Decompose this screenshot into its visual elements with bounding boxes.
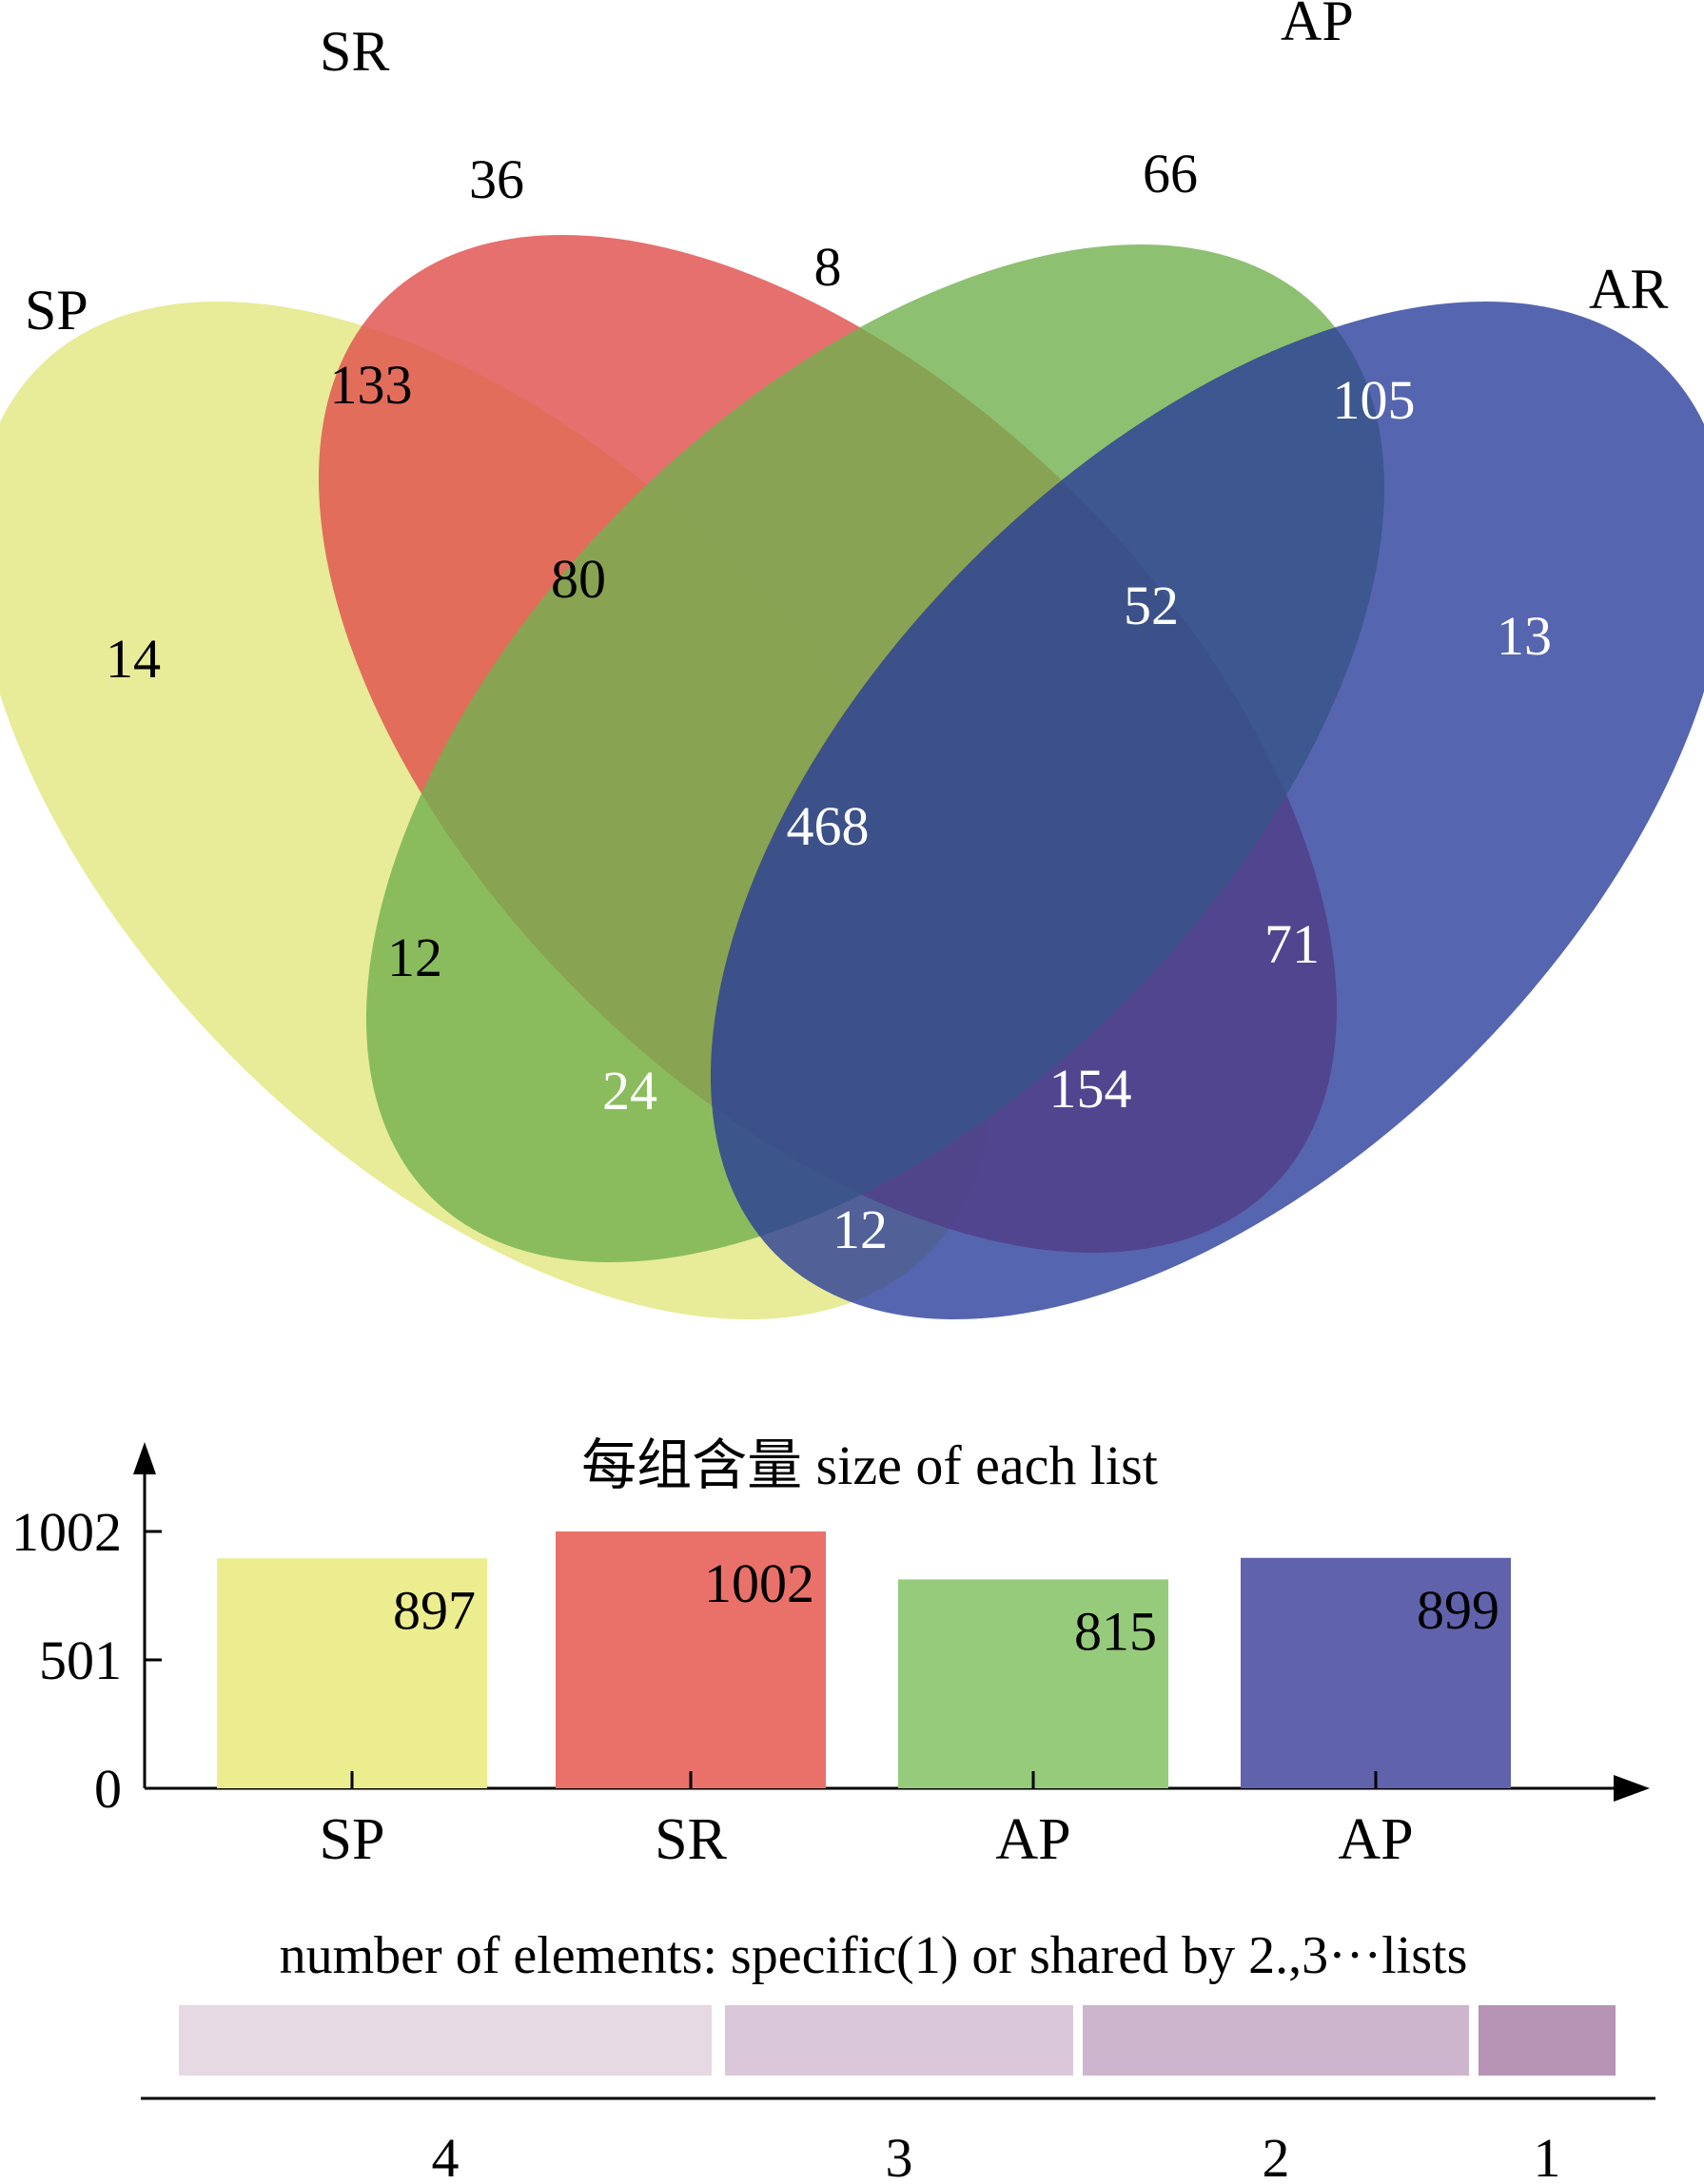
region-count-sr-ar: 71: [1264, 913, 1320, 975]
venn-label-sp: SP: [25, 279, 88, 341]
x-tick-label: SR: [655, 1807, 727, 1872]
y-tick-label: 501: [39, 1629, 122, 1691]
y-tick-label: 0: [94, 1758, 122, 1820]
region-count-ap-only: 66: [1143, 143, 1198, 205]
bar-chart: 每组含量 size of each list 0 501 1002 897 SP 100…: [11, 1434, 1650, 1872]
x-tick-label: AP: [1338, 1807, 1413, 1872]
legend-label-3: 3: [886, 2127, 913, 2179]
legend-label-4: 4: [432, 2127, 460, 2179]
bar-value-label: 1002: [704, 1552, 814, 1614]
venn-label-ap: AP: [1281, 0, 1354, 52]
venn-set-ar: [710, 301, 1704, 1320]
bar-value-label: 897: [393, 1579, 476, 1641]
legend-segment-2: [1083, 2005, 1469, 2076]
x-axis-arrow-icon: [1614, 1775, 1650, 1802]
legend-title: number of elements: specific(1) or share…: [280, 1926, 1468, 1985]
region-count-sr-only: 36: [469, 148, 524, 210]
bar-sr-1: [556, 1531, 826, 1788]
venn-label-ar: AR: [1589, 258, 1668, 321]
y-tick-label: 1002: [11, 1501, 122, 1563]
region-count-ap-ar: 105: [1333, 369, 1416, 431]
region-count-sr-ap-ar: 52: [1124, 575, 1179, 636]
region-count-sp-sr-ar: 154: [1049, 1058, 1132, 1120]
region-count-ar-only: 13: [1497, 605, 1552, 667]
y-axis-arrow-icon: [133, 1442, 156, 1474]
legend-label-2: 2: [1263, 2127, 1290, 2179]
legend-segment-1: [1479, 2005, 1616, 2076]
bar-value-label: 899: [1417, 1579, 1499, 1641]
region-count-sp-sr: 133: [330, 354, 413, 416]
region-count-sp-only: 14: [106, 628, 161, 690]
region-count-sp-ap: 12: [387, 926, 442, 988]
venn-label-sr: SR: [320, 20, 389, 83]
bar-chart-title: 每组含量 size of each list: [581, 1434, 1158, 1496]
x-tick-label: AP: [995, 1807, 1070, 1872]
legend-segment-4: [179, 2005, 712, 2076]
legend-label-1: 1: [1534, 2127, 1561, 2179]
x-tick-label: SP: [320, 1807, 385, 1872]
legend-segment-3: [725, 2005, 1073, 2076]
bar-value-label: 815: [1074, 1600, 1157, 1662]
venn-diagram: SP SR AP AR 36 66 14 13 133 8 105 12 80 …: [0, 0, 1704, 1320]
bar-sp-0: [217, 1558, 487, 1788]
region-count-sp-sr-ap: 80: [551, 548, 606, 610]
shared-count-legend: number of elements: specific(1) or share…: [141, 1926, 1655, 2184]
bar-ap-2: [898, 1579, 1168, 1788]
region-count-sp-ap-ar: 24: [602, 1060, 657, 1121]
region-count-sp-ar: 12: [832, 1199, 888, 1260]
bar-ap-3: [1241, 1557, 1511, 1788]
region-count-sr-ap: 8: [814, 236, 842, 298]
region-count-all: 468: [787, 795, 870, 857]
